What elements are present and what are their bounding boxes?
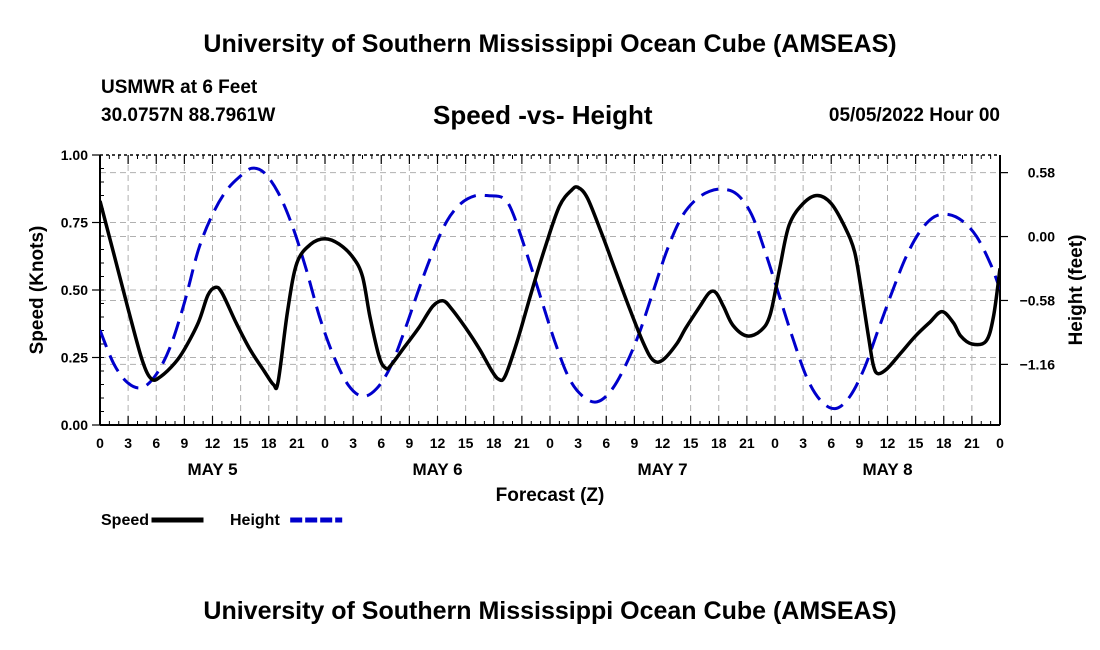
y-tick-label: 0.75 — [61, 215, 88, 231]
day-label: MAY 7 — [637, 460, 687, 479]
x-tick-label: 18 — [711, 435, 727, 451]
x-tick-label: 12 — [655, 435, 671, 451]
y-tick-label: 1.00 — [61, 147, 88, 163]
x-tick-label: 0 — [321, 435, 329, 451]
y2-tick-label: −0.58 — [1020, 292, 1056, 308]
x-tick-label: 12 — [430, 435, 446, 451]
x-tick-label: 9 — [855, 435, 863, 451]
y-axis-title: Speed (Knots) — [27, 226, 48, 355]
day-label: MAY 8 — [862, 460, 912, 479]
y-tick-label: 0.25 — [61, 350, 88, 366]
x-tick-label: 21 — [514, 435, 530, 451]
y-tick-label: 0.50 — [61, 282, 88, 298]
x-tick-label: 15 — [683, 435, 699, 451]
x-tick-label: 9 — [405, 435, 413, 451]
x-tick-label: 3 — [349, 435, 357, 451]
x-tick-label: 15 — [908, 435, 924, 451]
x-tick-label: 0 — [546, 435, 554, 451]
x-tick-label: 6 — [602, 435, 610, 451]
series-line-height — [100, 166, 1000, 411]
y2-tick-label: 0.58 — [1028, 165, 1055, 181]
x-tick-label: 6 — [152, 435, 160, 451]
chart-title: University of Southern Mississippi Ocean… — [203, 30, 897, 58]
x-tick-label: 6 — [827, 435, 835, 451]
y2-tick-label: 0.00 — [1028, 229, 1055, 245]
legend-label-height: Height — [230, 512, 280, 529]
data-series — [100, 166, 1000, 411]
y-tick-label: 0.00 — [61, 417, 88, 433]
grid-lines — [100, 155, 1000, 425]
series-line-speed — [100, 185, 1000, 391]
x-tick-label: 18 — [936, 435, 952, 451]
x-tick-label: 18 — [261, 435, 277, 451]
x-tick-label: 6 — [377, 435, 385, 451]
x-tick-label: 3 — [124, 435, 132, 451]
x-tick-label: 12 — [880, 435, 896, 451]
legend: Speed Height — [101, 512, 343, 529]
x-tick-label: 0 — [771, 435, 779, 451]
x-tick-label: 0 — [96, 435, 104, 451]
day-label: MAY 5 — [187, 460, 237, 479]
x-tick-label: 15 — [233, 435, 249, 451]
station-label: USMWR at 6 Feet — [101, 77, 258, 98]
y2-axis-title: Height (feet) — [1066, 235, 1087, 346]
day-label: MAY 6 — [412, 460, 462, 479]
x-tick-label: 9 — [180, 435, 188, 451]
x-tick-label: 3 — [799, 435, 807, 451]
y2-tick-label: −1.16 — [1020, 356, 1056, 372]
x-tick-label: 9 — [630, 435, 638, 451]
x-tick-label: 21 — [289, 435, 305, 451]
x-tick-label: 21 — [739, 435, 755, 451]
station-coordinates: 30.0757N 88.7961W — [101, 105, 276, 126]
chart-subtitle: Speed -vs- Height — [433, 100, 653, 130]
axis-labels: 0 3 6 9 12 15 18 21 0 3 6 9 12 15 18 21 0 3 6 9 12 15 18 21 0 3 6 9… — [27, 147, 1087, 506]
x-tick-label: 15 — [458, 435, 474, 451]
x-tick-label: 12 — [205, 435, 221, 451]
axes — [92, 154, 1008, 426]
x-tick-label: 3 — [574, 435, 582, 451]
legend-label-speed: Speed — [101, 512, 149, 529]
x-tick-label: 21 — [964, 435, 980, 451]
footer-title: University of Southern Mississippi Ocean… — [203, 597, 897, 625]
x-tick-label: 18 — [486, 435, 502, 451]
x-tick-label: 0 — [996, 435, 1004, 451]
x-axis-title: Forecast (Z) — [496, 485, 605, 506]
forecast-datetime: 05/05/2022 Hour 00 — [828, 105, 1000, 126]
